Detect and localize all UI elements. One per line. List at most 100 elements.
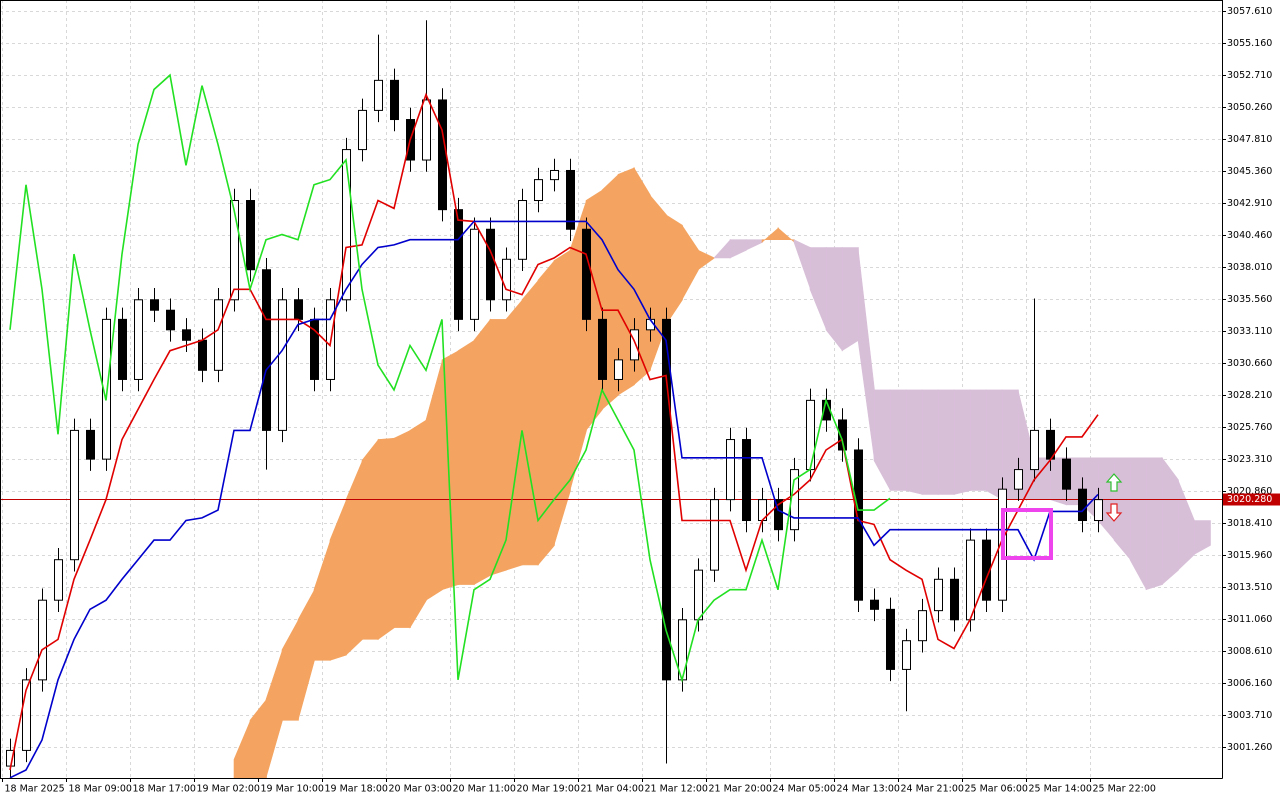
candle-body [134, 299, 143, 380]
x-tick-label: 24 Mar 13:00 [837, 784, 900, 795]
candle-body [918, 610, 927, 642]
candle-body [966, 539, 975, 621]
indicator-line [9, 220, 1099, 778]
candle-body [1062, 458, 1071, 490]
candle-body [598, 318, 607, 380]
y-tick-label: 3011.060 [1227, 614, 1272, 625]
y-tick-label: 3045.360 [1227, 166, 1272, 177]
indicator-line [9, 92, 1099, 771]
candle-body [70, 429, 79, 561]
cloud-segment [969, 389, 987, 491]
candle-body [710, 499, 719, 571]
candle-body [150, 299, 159, 311]
highlight-box [1001, 508, 1053, 560]
y-tick-label: 3025.760 [1227, 422, 1272, 433]
x-tick-label: 25 Mar 14:00 [1029, 784, 1092, 795]
candle-body [230, 200, 239, 301]
y-tick-label: 3057.610 [1227, 6, 1272, 17]
candle-body [630, 329, 639, 361]
candle-body [22, 679, 31, 751]
plot-area [0, 20, 1222, 778]
cloud-segment [697, 249, 716, 271]
candle-body [454, 209, 463, 320]
cloud-segment [249, 698, 267, 778]
candle-body [486, 228, 495, 301]
y-tick-label: 3008.610 [1227, 646, 1272, 657]
y-tick-label: 3028.210 [1227, 390, 1272, 401]
current-price-label: 3020.280 [1227, 494, 1272, 505]
candle-body [662, 318, 671, 681]
x-tick-label: 21 Mar 04:00 [581, 784, 644, 795]
annotations [1001, 473, 1123, 560]
cloud-segment [361, 438, 379, 640]
candle-body [838, 419, 847, 451]
cloud-segment [921, 389, 939, 495]
cloud-segment [521, 279, 539, 566]
candle-body [1094, 499, 1103, 522]
candle-body [742, 439, 751, 522]
y-tick-label: 3001.260 [1227, 742, 1272, 753]
y-tick-label: 3055.160 [1227, 38, 1272, 49]
x-tick-label: 21 Mar 12:00 [645, 784, 708, 795]
down-arrow [1105, 503, 1123, 522]
y-tick-label: 3003.710 [1227, 710, 1272, 721]
y-tick-label: 3052.710 [1227, 70, 1272, 81]
candle-body [614, 359, 623, 380]
candle-body [294, 299, 303, 320]
y-tick-label: 3047.810 [1227, 134, 1272, 145]
candle-body [582, 228, 591, 320]
candle-body [470, 228, 479, 320]
candle-body [566, 169, 575, 230]
cloud-segment [281, 619, 299, 721]
cloud-segment [537, 259, 555, 566]
cloud-segment [985, 389, 1003, 501]
candle-body [166, 309, 175, 331]
y-tick-label: 3020.860 [1227, 486, 1272, 497]
x-tick-label: 20 Mar 03:00 [389, 784, 452, 795]
y-tick-label: 3042.910 [1227, 198, 1272, 209]
candle-body [518, 200, 527, 260]
cloud-segment [553, 249, 571, 546]
candle-body [246, 200, 255, 271]
candle-body [1030, 429, 1039, 471]
cloud-segment [889, 389, 907, 491]
candle-body [38, 599, 47, 681]
x-tick-label: 24 Mar 05:00 [773, 784, 836, 795]
candle-body [902, 640, 911, 670]
x-tick-label: 20 Mar 11:00 [453, 784, 516, 795]
candle-body [806, 399, 815, 471]
candle-body [182, 329, 191, 341]
y-tick-label: 3033.110 [1227, 326, 1272, 337]
candle-body [550, 169, 559, 181]
candle-body [726, 439, 735, 501]
y-tick-label: 3015.960 [1227, 550, 1272, 561]
candle-body [534, 179, 543, 202]
cloud-segment [329, 499, 347, 661]
candle-body [1014, 469, 1023, 490]
candle-body [422, 99, 431, 161]
y-tick-label: 3038.010 [1227, 262, 1272, 273]
cloud-segment [505, 298, 523, 571]
candle-body [86, 429, 95, 460]
x-tick-label: 20 Mar 19:00 [517, 784, 580, 795]
y-tick-label: 3050.260 [1227, 102, 1272, 113]
y-tick-label: 3023.310 [1227, 454, 1272, 465]
candle-body [358, 109, 367, 151]
up-arrow [1105, 473, 1123, 492]
x-tick-label: 24 Mar 21:00 [901, 784, 964, 795]
candle-body [198, 339, 207, 371]
candle-body [374, 79, 383, 111]
cloud-segment [841, 247, 859, 352]
cloud-segment [489, 319, 507, 576]
cloud-segment [473, 318, 491, 586]
cloud-segment [905, 389, 923, 495]
y-tick-label: 3013.510 [1227, 582, 1272, 593]
candle-body [502, 258, 511, 301]
candle-body [886, 608, 895, 670]
candle-body [774, 499, 783, 531]
x-tick-label: 25 Mar 22:00 [1093, 784, 1156, 795]
cloud-segment [1145, 457, 1163, 591]
